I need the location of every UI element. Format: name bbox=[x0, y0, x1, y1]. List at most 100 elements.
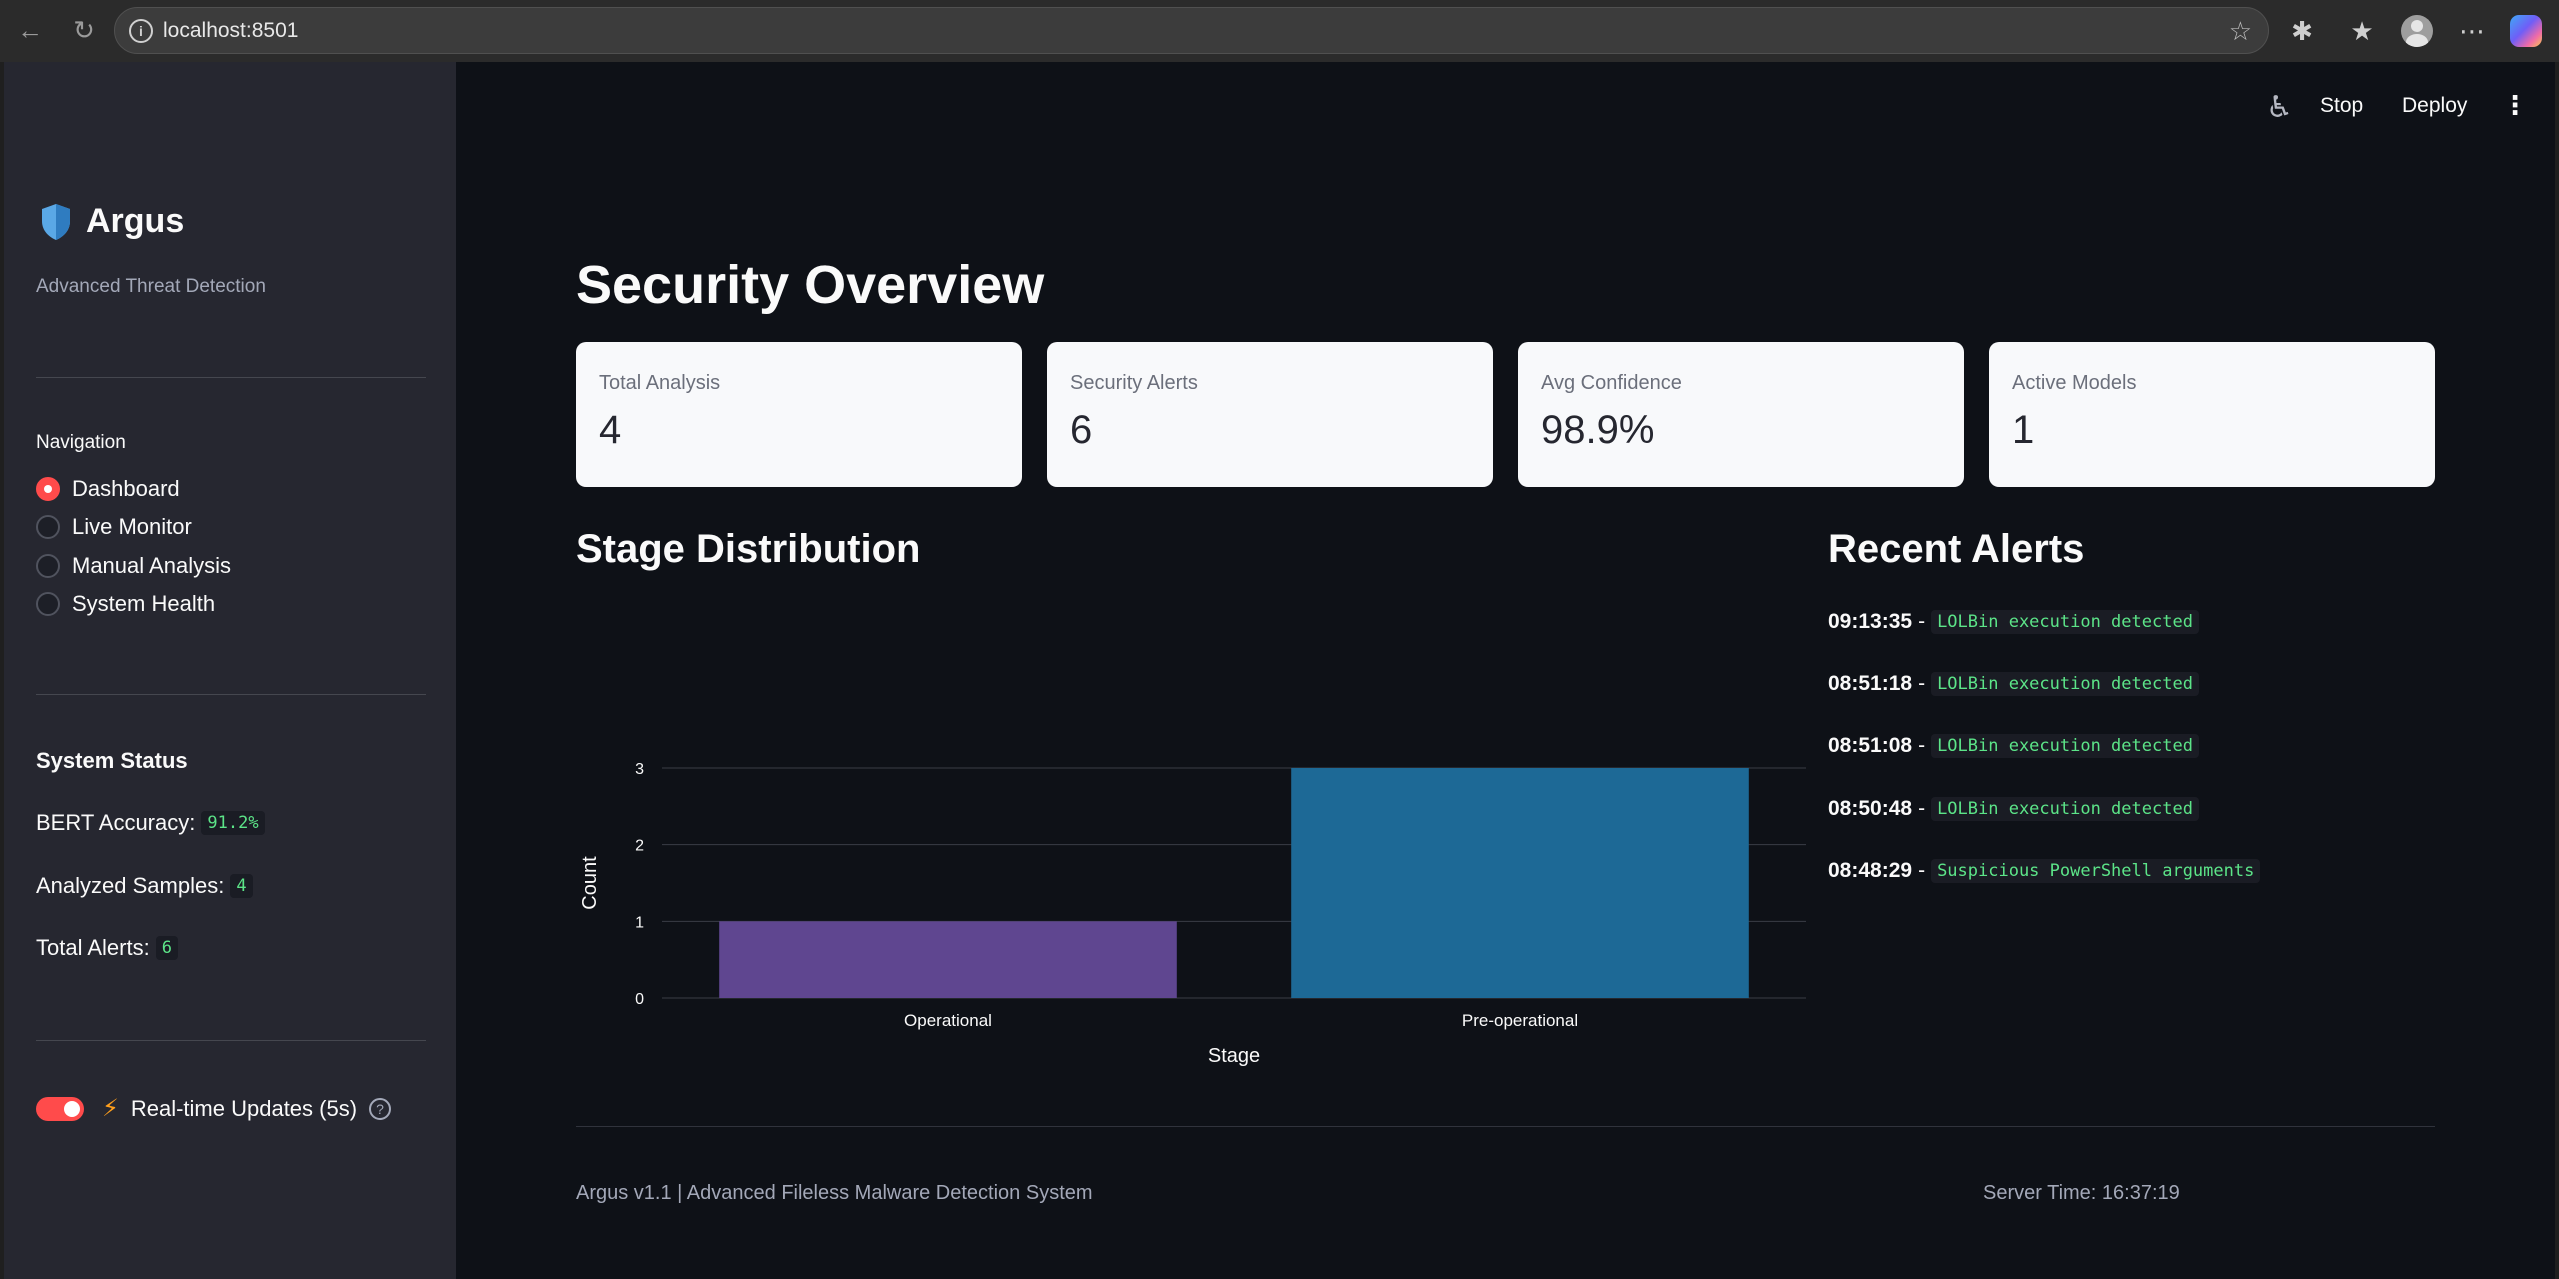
y-tick-label: 0 bbox=[635, 991, 644, 1008]
alert-message: LOLBin execution detected bbox=[1931, 672, 2199, 696]
page-title: Security Overview bbox=[576, 255, 1045, 315]
more-options-icon[interactable]: ⋯ bbox=[2459, 15, 2485, 46]
alert-time: 08:51:08 bbox=[1828, 734, 1913, 757]
divider bbox=[36, 1040, 426, 1041]
profile-avatar-icon[interactable] bbox=[2401, 15, 2433, 47]
url-text[interactable]: localhost:8501 bbox=[163, 19, 299, 42]
back-arrow-icon[interactable]: ← bbox=[17, 14, 43, 45]
alert-message: LOLBin execution detected bbox=[1931, 610, 2199, 634]
status-value: 91.2% bbox=[201, 811, 265, 835]
realtime-updates-row: ⚡ Real-time Updates (5s) ? bbox=[36, 1094, 392, 1123]
y-tick-label: 1 bbox=[635, 914, 644, 931]
footer-divider bbox=[576, 1126, 2435, 1127]
streamlit-app: Argus Advanced Threat Detection Navigati… bbox=[4, 62, 2555, 1279]
y-tick-label: 2 bbox=[635, 838, 644, 855]
x-tick-label: Pre-operational bbox=[1462, 1011, 1578, 1030]
alert-separator: - bbox=[1918, 610, 1926, 633]
brand: Argus bbox=[40, 202, 184, 241]
recent-alerts-title: Recent Alerts bbox=[1828, 527, 2085, 571]
alert-separator: - bbox=[1918, 672, 1926, 695]
stage-distribution-chart: 0 1 2 3 Operational Pre-operational Stage Count bbox=[579, 761, 1806, 1067]
nav-item-label: Dashboard bbox=[72, 476, 180, 501]
metric-value: 4 bbox=[599, 408, 622, 452]
lightning-icon: ⚡ bbox=[102, 1095, 119, 1122]
status-label: Analyzed Samples: bbox=[36, 873, 225, 898]
status-total-alerts: Total Alerts: 6 bbox=[36, 935, 178, 961]
bookmark-star-icon[interactable]: ☆ bbox=[2228, 16, 2252, 46]
alert-separator: - bbox=[1918, 734, 1926, 757]
alert-message: LOLBin execution detected bbox=[1931, 797, 2199, 821]
browser-toolbar: ← ↻ i localhost:8501 ☆ ✱ ★ ⋯ bbox=[0, 0, 2559, 62]
main-menu-icon[interactable]: ⋮ bbox=[2502, 90, 2528, 120]
metric-label: Total Analysis bbox=[599, 372, 721, 394]
metric-label: Avg Confidence bbox=[1541, 372, 1682, 394]
footer-version: Argus v1.1 | Advanced Fileless Malware D… bbox=[576, 1182, 1093, 1204]
site-info-icon[interactable]: i bbox=[129, 19, 153, 43]
alert-item: 08:51:08 - LOLBin execution detected bbox=[1828, 734, 2199, 758]
accessibility-icon[interactable]: ♿ bbox=[2266, 91, 2293, 124]
alert-item: 09:13:35 - LOLBin execution detected bbox=[1828, 610, 2199, 634]
divider bbox=[36, 377, 426, 378]
alert-time: 09:13:35 bbox=[1828, 610, 1913, 633]
nav-radio-dashboard[interactable]: Dashboard bbox=[36, 476, 180, 502]
alert-time: 08:51:18 bbox=[1828, 672, 1913, 695]
deploy-button[interactable]: Deploy bbox=[2402, 94, 2468, 117]
bar bbox=[719, 921, 1177, 998]
alert-time: 08:50:48 bbox=[1828, 797, 1913, 820]
y-axis-label: Count bbox=[579, 856, 601, 910]
radio-unselected-icon[interactable] bbox=[36, 592, 60, 616]
metric-card-active-models: Active Models 1 bbox=[1989, 342, 2435, 487]
metric-card-avg-confidence: Avg Confidence 98.9% bbox=[1518, 342, 1964, 487]
alert-separator: - bbox=[1918, 797, 1926, 820]
metric-card-security-alerts: Security Alerts 6 bbox=[1047, 342, 1493, 487]
footer-server-time: Server Time: 16:37:19 bbox=[1983, 1182, 2180, 1204]
help-icon[interactable]: ? bbox=[369, 1097, 392, 1120]
stage-distribution-title: Stage Distribution bbox=[576, 527, 921, 571]
x-tick-label: Operational bbox=[904, 1011, 992, 1030]
metric-label: Active Models bbox=[2012, 372, 2137, 394]
reload-icon[interactable]: ↻ bbox=[73, 14, 95, 45]
alert-item: 08:51:18 - LOLBin execution detected bbox=[1828, 672, 2199, 696]
radio-selected-icon[interactable] bbox=[36, 477, 60, 501]
nav-radio-live-monitor[interactable]: Live Monitor bbox=[36, 514, 192, 540]
divider bbox=[36, 694, 426, 695]
status-value: 6 bbox=[155, 936, 178, 960]
x-axis-label: Stage bbox=[1208, 1045, 1260, 1067]
metric-card-total-analysis: Total Analysis 4 bbox=[576, 342, 1022, 487]
alert-time: 08:48:29 bbox=[1828, 859, 1913, 882]
toggle-label: Real-time Updates (5s) bbox=[130, 1095, 358, 1121]
system-status-title: System Status bbox=[36, 748, 188, 773]
favorites-icon[interactable]: ★ bbox=[2350, 15, 2374, 46]
nav-radio-manual-analysis[interactable]: Manual Analysis bbox=[36, 553, 231, 579]
nav-radio-system-health[interactable]: System Health bbox=[36, 591, 215, 617]
brand-subtitle: Advanced Threat Detection bbox=[36, 276, 266, 297]
nav-item-label: Live Monitor bbox=[72, 514, 192, 539]
metric-label: Security Alerts bbox=[1070, 372, 1198, 394]
sidebar: Argus Advanced Threat Detection Navigati… bbox=[4, 62, 456, 1279]
alert-message: Suspicious PowerShell arguments bbox=[1931, 859, 2261, 883]
nav-item-label: System Health bbox=[72, 591, 216, 616]
bar bbox=[1291, 768, 1749, 998]
alert-item: 08:50:48 - LOLBin execution detected bbox=[1828, 797, 2199, 821]
radio-unselected-icon[interactable] bbox=[36, 515, 60, 539]
alert-separator: - bbox=[1918, 859, 1926, 882]
shield-icon bbox=[42, 203, 70, 240]
metric-value: 6 bbox=[1070, 408, 1093, 452]
copilot-icon[interactable] bbox=[2510, 15, 2542, 47]
radio-unselected-icon[interactable] bbox=[36, 554, 60, 578]
status-value: 4 bbox=[230, 874, 253, 898]
stop-button[interactable]: Stop bbox=[2320, 94, 2364, 117]
status-analyzed-samples: Analyzed Samples: 4 bbox=[36, 873, 253, 899]
metric-value: 98.9% bbox=[1541, 408, 1655, 452]
status-label: Total Alerts: bbox=[36, 935, 150, 960]
alert-item: 08:48:29 - Suspicious PowerShell argumen… bbox=[1828, 859, 2261, 883]
brand-title: Argus bbox=[86, 202, 185, 240]
extensions-icon[interactable]: ✱ bbox=[2291, 15, 2313, 46]
metric-value: 1 bbox=[2012, 408, 2035, 452]
status-bert-accuracy: BERT Accuracy: 91.2% bbox=[36, 810, 265, 836]
alert-message: LOLBin execution detected bbox=[1931, 734, 2199, 758]
navigation-label: Navigation bbox=[36, 432, 126, 453]
y-tick-label: 3 bbox=[635, 761, 644, 778]
address-bar[interactable]: i localhost:8501 ☆ bbox=[114, 7, 2269, 54]
realtime-toggle[interactable] bbox=[36, 1096, 84, 1121]
